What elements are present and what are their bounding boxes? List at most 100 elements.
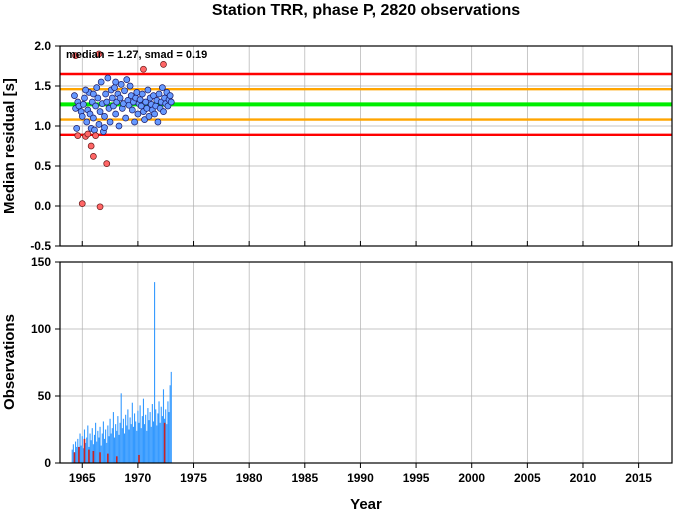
- residual-point: [101, 113, 108, 120]
- observation-bar: [131, 402, 133, 463]
- residual-annotation: median = 1.27, smad = 0.19: [66, 49, 207, 61]
- observation-bar-highlight: [138, 454, 140, 463]
- residual-point: [111, 84, 118, 91]
- residual-y-tick-label: 2.0: [34, 39, 51, 53]
- observation-bar: [160, 406, 162, 463]
- residual-y-axis-label: Median residual [s]: [1, 78, 18, 214]
- observation-bar: [118, 434, 120, 463]
- observation-bar: [120, 393, 122, 463]
- observation-bar: [161, 416, 163, 463]
- observation-bar: [170, 371, 172, 463]
- outlier-point: [103, 160, 111, 167]
- outlier-point: [95, 50, 103, 58]
- observation-bar: [150, 426, 152, 463]
- observation-bar: [167, 401, 169, 463]
- observation-bar: [115, 424, 117, 463]
- year-x-ticks: 1965 1970 1975 1980 1985 1990 1995 2000 2005 2010…: [69, 463, 652, 485]
- residual-point: [141, 116, 148, 123]
- observation-bar: [149, 412, 151, 463]
- residual-point: [134, 110, 142, 118]
- residual-point: [117, 81, 125, 88]
- residual-point: [136, 96, 144, 103]
- residual-point: [103, 98, 111, 106]
- observation-bar: [121, 428, 123, 463]
- residual-point: [78, 113, 86, 120]
- year-x-tick-label: 1980: [236, 471, 263, 485]
- observation-bar: [138, 422, 140, 463]
- observation-bar: [136, 430, 138, 463]
- observation-bar: [99, 426, 101, 463]
- residual-scatter-panel: -0.5 0.0 0.5 1.0 1.5 2.0 median = 1.27, smad …: [1, 39, 673, 253]
- observation-bar: [130, 424, 132, 463]
- observation-bar: [86, 437, 88, 463]
- residual-point: [112, 110, 119, 118]
- observation-bar: [107, 425, 109, 463]
- year-x-tick-label: 2005: [514, 471, 541, 485]
- residual-grid: [60, 45, 672, 247]
- residual-point: [128, 106, 136, 114]
- residual-point: [125, 101, 133, 109]
- observation-bar: [168, 412, 170, 463]
- year-x-tick-label: 1990: [347, 471, 374, 485]
- observation-bar: [95, 422, 97, 463]
- year-x-tick-label: 1975: [180, 471, 207, 485]
- observation-bar-highlight: [78, 446, 80, 463]
- observation-bar: [144, 424, 146, 463]
- observation-bar: [129, 417, 131, 463]
- chart-title: Station TRR, phase P, 2820 observations: [212, 2, 520, 19]
- residual-point: [142, 98, 150, 106]
- residual-point: [138, 90, 146, 98]
- outlier-point: [92, 132, 99, 139]
- residual-point: [159, 84, 166, 91]
- outlier-point: [84, 130, 92, 138]
- year-x-tick-label: 1965: [69, 471, 96, 485]
- observation-bar: [109, 418, 111, 463]
- observation-bar: [157, 413, 159, 463]
- observation-bar: [151, 404, 153, 463]
- observation-bar: [79, 433, 81, 463]
- residual-y-ticks: -0.5 0.0 0.5 1.0 1.5 2.0: [30, 39, 640, 253]
- observation-bar: [169, 385, 171, 463]
- observation-bar: [87, 425, 89, 463]
- observation-bar: [147, 408, 149, 463]
- observation-bar: [159, 422, 161, 463]
- observation-bar: [85, 442, 87, 463]
- year-x-tick-label: 2015: [625, 471, 652, 485]
- residual-point: [90, 114, 97, 122]
- residual-point: [166, 92, 174, 99]
- year-x-tick-label: 2010: [570, 471, 597, 485]
- observation-bar: [110, 433, 112, 463]
- observation-bar-highlight: [92, 450, 95, 463]
- residual-point: [96, 108, 104, 115]
- residual-point: [95, 121, 103, 128]
- observation-bar: [140, 428, 142, 463]
- observation-bar: [116, 430, 118, 463]
- observation-bar-highlight: [83, 438, 86, 463]
- observation-bar: [77, 438, 79, 463]
- observations-y-tick-label: 100: [31, 322, 51, 336]
- residual-point: [155, 90, 163, 98]
- observation-bar: [132, 426, 134, 463]
- residual-point: [104, 74, 112, 82]
- residual-point: [137, 102, 145, 110]
- observation-bar-highlight: [107, 453, 109, 463]
- residual-point: [112, 78, 119, 86]
- observation-bar: [127, 409, 129, 463]
- observation-bar-highlight: [115, 456, 118, 463]
- observation-bar: [113, 437, 116, 463]
- year-x-tick-label: 1995: [403, 471, 430, 485]
- residual-point: [131, 118, 138, 126]
- observation-bar: [126, 425, 128, 463]
- residual-y-tick-label: 1.5: [34, 79, 51, 93]
- residual-point: [151, 110, 158, 118]
- observation-bar: [101, 433, 103, 463]
- observation-bar: [96, 441, 98, 463]
- observation-bar: [112, 412, 114, 463]
- observations-plot-frame: [59, 261, 673, 464]
- observation-bar: [106, 442, 108, 463]
- observation-bar: [119, 422, 121, 463]
- observation-bar: [158, 401, 160, 463]
- residual-point: [106, 118, 114, 126]
- outlier-point: [90, 153, 97, 160]
- observation-bar: [122, 418, 124, 463]
